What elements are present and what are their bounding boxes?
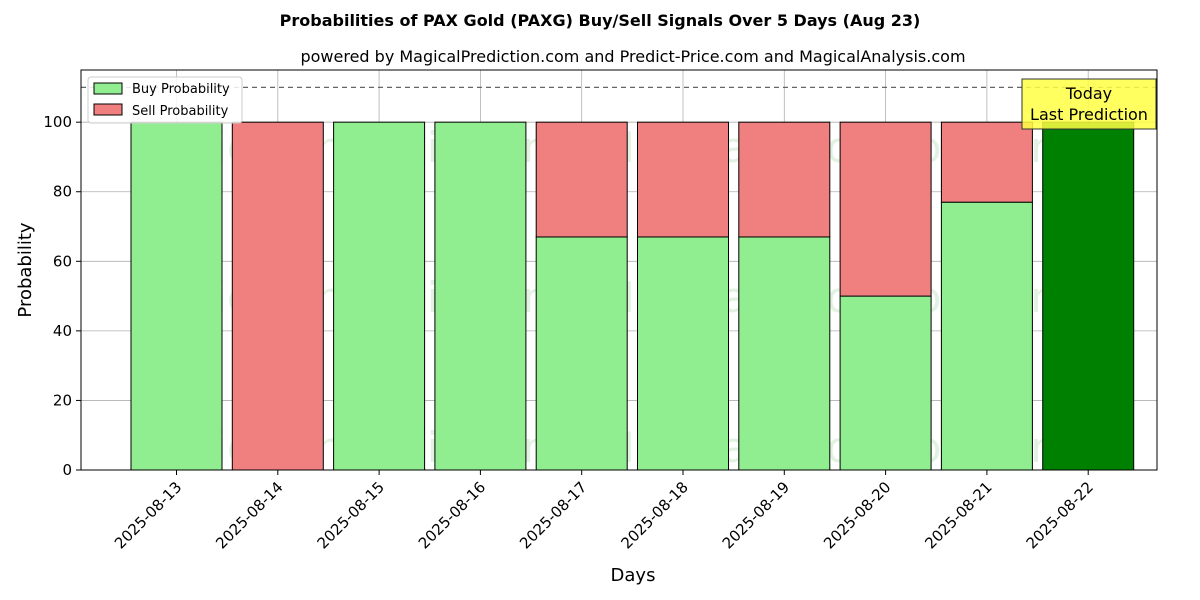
y-axis-ticks: 0 20 40 60 80 100 bbox=[43, 113, 81, 479]
x-tick-label: 2025-08-21 bbox=[921, 478, 995, 552]
x-tick-label: 2025-08-22 bbox=[1023, 478, 1097, 552]
legend-box bbox=[87, 76, 243, 124]
y-tick-label: 40 bbox=[53, 322, 72, 340]
bar-sell-2025-08-14 bbox=[231, 121, 324, 471]
today-annotation: Today Last Prediction bbox=[1021, 78, 1157, 130]
bar-buy-2025-08-18 bbox=[637, 236, 729, 471]
legend-swatch-sell bbox=[93, 103, 123, 116]
x-tick-label: 2025-08-18 bbox=[617, 478, 691, 552]
bar-buy-2025-08-16 bbox=[434, 121, 527, 471]
y-tick-label: 80 bbox=[53, 183, 72, 201]
x-tick-label: 2025-08-14 bbox=[212, 478, 286, 552]
bar-buy-2025-08-20 bbox=[839, 295, 932, 471]
x-axis-label: Days bbox=[611, 565, 656, 586]
x-tick-label: 2025-08-15 bbox=[314, 478, 388, 552]
x-tick-label: 2025-08-16 bbox=[415, 478, 489, 552]
bar-sell-2025-08-21 bbox=[940, 121, 1033, 203]
annotation-box bbox=[1021, 78, 1157, 130]
bar-buy-2025-08-15 bbox=[333, 121, 426, 471]
x-tick-label: 2025-08-20 bbox=[820, 478, 894, 552]
plot-frame bbox=[80, 69, 1158, 471]
y-tick-label: 60 bbox=[53, 252, 72, 270]
x-tick-label: 2025-08-19 bbox=[719, 478, 793, 552]
bar-sell-2025-08-17 bbox=[535, 121, 628, 238]
bar-buy-2025-08-19 bbox=[738, 236, 831, 471]
legend: Buy Probability Sell Probability bbox=[87, 76, 243, 124]
y-axis-label: Probability bbox=[15, 222, 36, 317]
legend-label-sell: Sell Probability bbox=[132, 104, 229, 119]
legend-swatch-buy bbox=[93, 82, 123, 95]
bar-buy-2025-08-22 bbox=[1042, 121, 1135, 471]
bar-buy-2025-08-17 bbox=[535, 236, 628, 471]
x-tick-label: 2025-08-13 bbox=[111, 478, 185, 552]
bar-buy-2025-08-13 bbox=[130, 121, 223, 471]
chart-title: Probabilities of PAX Gold (PAXG) Buy/Sel… bbox=[280, 11, 921, 30]
y-tick-label: 100 bbox=[43, 113, 72, 131]
annotation-line-today: Today bbox=[1065, 84, 1112, 103]
x-tick-label: 2025-08-17 bbox=[516, 478, 590, 552]
chart-subtitle: powered by MagicalPrediction.com and Pre… bbox=[300, 47, 965, 66]
annotation-line-last-prediction: Last Prediction bbox=[1030, 105, 1148, 124]
bar-layer bbox=[130, 121, 1135, 471]
bar-buy-2025-08-21 bbox=[940, 201, 1033, 471]
bar-sell-2025-08-18 bbox=[637, 121, 729, 238]
y-tick-label: 0 bbox=[62, 461, 72, 479]
bar-sell-2025-08-20 bbox=[839, 121, 932, 297]
bar-sell-2025-08-19 bbox=[738, 121, 831, 238]
x-axis-ticks: 2025-08-13 2025-08-14 2025-08-15 2025-08-16… bbox=[111, 470, 1097, 552]
legend-label-buy: Buy Probability bbox=[132, 82, 230, 97]
y-tick-label: 20 bbox=[53, 391, 72, 409]
